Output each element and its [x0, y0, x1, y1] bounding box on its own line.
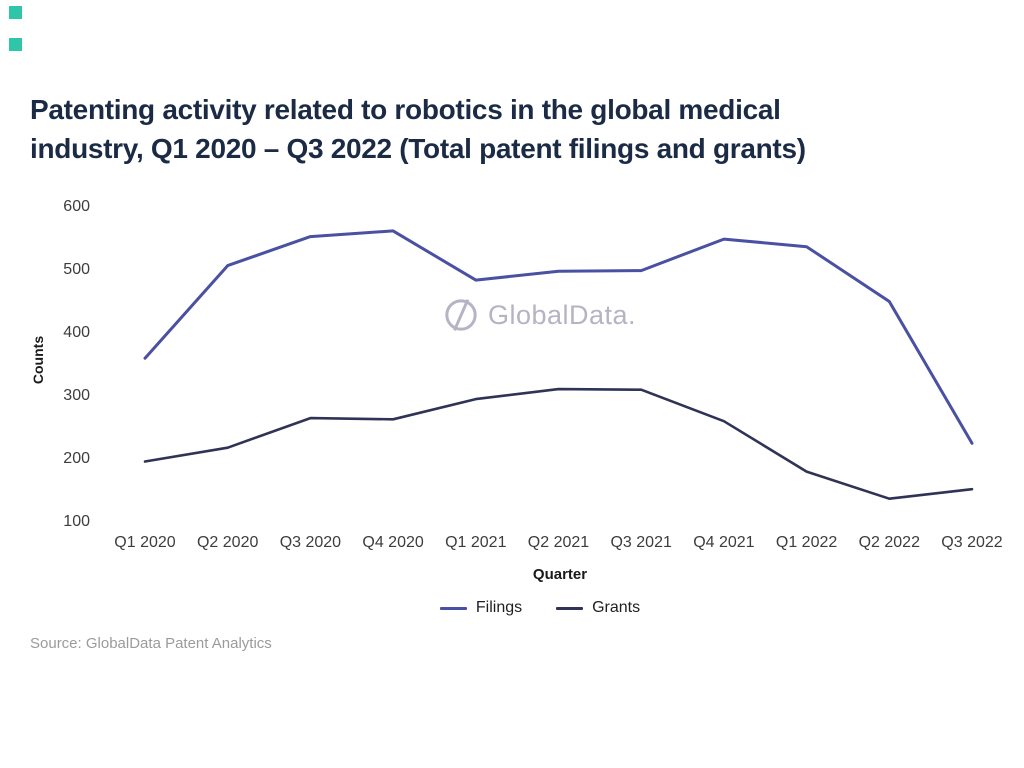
y-tick-label-100: 100 [63, 513, 90, 530]
x-tick-label-q3-2021: Q3 2021 [610, 534, 672, 551]
x-tick-label-q3-2022: Q3 2022 [941, 534, 1003, 551]
legend-item-grants: Grants [556, 599, 640, 617]
x-tick-label-q3-2020: Q3 2020 [279, 534, 342, 551]
y-tick-label-600: 600 [63, 198, 90, 215]
series-line-filings [143, 229, 974, 445]
filings-line-swatch [439, 606, 467, 610]
x-axis-title: Quarter [532, 566, 588, 583]
chart-title-line2: industry, Q1 2020 – Q3 2022 (Total paten… [30, 133, 806, 164]
decorative-square-bottom [9, 38, 22, 51]
legend-label-filings: Filings [475, 599, 523, 616]
x-tick-label-q1-2020: Q1 2020 [114, 534, 176, 551]
y-tick-label-200: 200 [63, 450, 90, 467]
legend-item-filings: Filings [439, 599, 523, 617]
x-tick-label-q4-2020: Q4 2020 [362, 534, 424, 551]
x-tick-label-q2-2020: Q2 2020 [196, 534, 259, 551]
source-attribution: Source: GlobalData Patent Analytics [30, 635, 272, 652]
chart-title: Patenting activity related to robotics i… [30, 90, 995, 168]
y-tick-label-300: 300 [63, 387, 90, 404]
chart-title-line1: Patenting activity related to robotics i… [30, 94, 781, 125]
y-tick-label-400: 400 [63, 324, 90, 341]
x-tick-label-q1-2021: Q1 2021 [445, 534, 507, 551]
y-tick-label-500: 500 [63, 261, 90, 278]
decorative-square-top [9, 6, 22, 19]
x-tick-label-q2-2022: Q2 2022 [858, 534, 920, 551]
grants-line-swatch [556, 606, 584, 610]
chart-legend: Filings Grants [0, 599, 1024, 617]
x-tick-label-q1-2022: Q1 2022 [775, 534, 838, 551]
x-tick-label-q4-2021: Q4 2021 [693, 534, 755, 551]
series-line-grants [143, 387, 974, 501]
legend-label-grants: Grants [592, 599, 641, 616]
x-tick-label-q2-2021: Q2 2021 [527, 534, 590, 551]
